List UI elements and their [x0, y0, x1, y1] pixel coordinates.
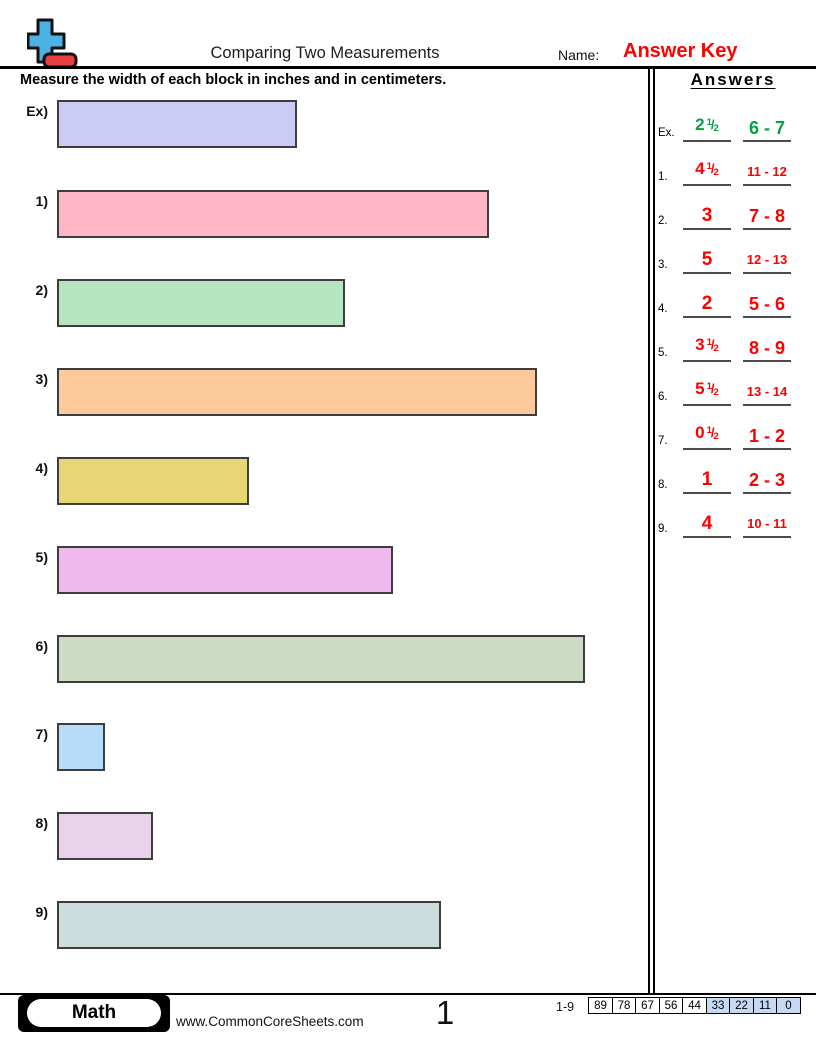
fraction: 1/2 [706, 425, 719, 442]
answer-row: 8. 1/ 2 - 3 [650, 466, 816, 494]
score-cell: 67 [635, 997, 660, 1014]
measure-block-7 [57, 723, 105, 771]
score-cell: 22 [729, 997, 754, 1014]
measure-block-4 [57, 457, 249, 505]
score-cell: 56 [658, 997, 684, 1014]
answer-row: 6. 5 1/2 13 - 14 [650, 378, 816, 406]
answer-row: 5. 3 1/2 8 - 9 [650, 334, 816, 362]
header-divider-line [0, 66, 816, 69]
measure-block-6 [57, 635, 585, 683]
centimeters-answer: 10 - 11 [743, 513, 791, 538]
measure-block-ex [57, 100, 297, 148]
block-label: 1) [35, 193, 48, 209]
website-url: www.CommonCoreSheets.com [176, 1014, 364, 1029]
inches-answer: 5 1/2 [683, 378, 731, 406]
inches-answer: 3 1/2 [683, 334, 731, 362]
page-title: Comparing Two Measurements [210, 44, 440, 62]
answer-number: 8. [658, 479, 668, 491]
answer-number: 9. [658, 523, 668, 535]
inches-answer: 2/ [683, 293, 731, 318]
answer-row: 9. 4/ 10 - 11 [650, 510, 816, 538]
answer-row: 1. 4 1/2 11 - 12 [650, 158, 816, 186]
measure-block-8 [57, 812, 153, 860]
block-label: Ex) [26, 103, 48, 119]
answer-row: Ex. 2 1/2 6 - 7 [650, 114, 816, 142]
score-cell: 0 [776, 997, 801, 1014]
block-label: 2) [35, 282, 48, 298]
score-cell: 78 [611, 997, 637, 1014]
inches-answer: 4 1/2 [683, 158, 731, 186]
inches-answer: 0 1/2 [683, 422, 731, 450]
subject-badge-label: Math [27, 999, 161, 1027]
centimeters-answer: 7 - 8 [743, 205, 791, 230]
answers-divider-double-line [648, 66, 655, 993]
score-cell: 44 [682, 997, 707, 1014]
score-cell: 33 [705, 997, 731, 1014]
block-label: 3) [35, 371, 48, 387]
block-row: 2) [0, 279, 650, 327]
inches-answer: 1/ [683, 469, 731, 494]
centimeters-answer: 1 - 2 [743, 425, 791, 450]
block-row: 1) [0, 190, 650, 238]
centimeters-answer: 6 - 7 [743, 117, 791, 142]
score-cell: 89 [588, 997, 613, 1014]
score-table: 89 78 67 56 44 33 22 11 0 [588, 997, 801, 1014]
block-label: 8) [35, 815, 48, 831]
block-label: 7) [35, 726, 48, 742]
block-row: 7) [0, 723, 650, 771]
instruction-text: Measure the width of each block in inche… [20, 72, 447, 88]
block-row: 5) [0, 546, 650, 594]
answer-number: Ex. [658, 127, 675, 139]
answer-number: 2. [658, 215, 668, 227]
centimeters-answer: 2 - 3 [743, 469, 791, 494]
block-label: 4) [35, 460, 48, 476]
inches-answer: 5/ [683, 249, 731, 274]
answer-row: 7. 0 1/2 1 - 2 [650, 422, 816, 450]
inches-answer: 3/ [683, 205, 731, 230]
page-number: 1 [435, 994, 455, 1031]
fraction: 1/2 [706, 337, 719, 354]
centimeters-answer: 12 - 13 [743, 249, 791, 274]
subject-badge: Math [18, 995, 170, 1032]
footer-divider-line [0, 993, 816, 995]
centimeters-answer: 11 - 12 [743, 161, 791, 186]
block-label: 9) [35, 904, 48, 920]
block-row: Ex) [0, 100, 650, 148]
answer-number: 3. [658, 259, 668, 271]
name-value: Answer Key [623, 40, 738, 62]
inches-answer: 4/ [683, 513, 731, 538]
score-cell: 11 [752, 997, 778, 1014]
measure-block-5 [57, 546, 393, 594]
measure-block-9 [57, 901, 441, 949]
block-row: 3) [0, 368, 650, 416]
block-row: 6) [0, 635, 650, 683]
fraction: 1/2 [706, 381, 719, 398]
block-row: 4) [0, 457, 650, 505]
centimeters-answer: 8 - 9 [743, 337, 791, 362]
answer-number: 4. [658, 303, 668, 315]
fraction: 1/2 [706, 161, 719, 178]
name-label: Name: [558, 47, 600, 63]
answer-number: 5. [658, 347, 668, 359]
answers-heading: Answers [690, 70, 776, 89]
answer-number: 7. [658, 435, 668, 447]
answer-number: 6. [658, 391, 668, 403]
answer-row: 3. 5/ 12 - 13 [650, 246, 816, 274]
centimeters-answer: 13 - 14 [743, 381, 791, 406]
block-label: 6) [35, 638, 48, 654]
inches-answer: 2 1/2 [683, 114, 731, 142]
measure-block-2 [57, 279, 345, 327]
score-range-label: 1-9 [556, 1000, 575, 1014]
answer-number: 1. [658, 171, 668, 183]
block-row: 8) [0, 812, 650, 860]
measure-block-3 [57, 368, 537, 416]
centimeters-answer: 5 - 6 [743, 293, 791, 318]
answer-row: 2. 3/ 7 - 8 [650, 202, 816, 230]
block-row: 9) [0, 901, 650, 949]
measure-block-1 [57, 190, 489, 238]
block-label: 5) [35, 549, 48, 565]
answer-row: 4. 2/ 5 - 6 [650, 290, 816, 318]
fraction: 1/2 [706, 117, 719, 134]
